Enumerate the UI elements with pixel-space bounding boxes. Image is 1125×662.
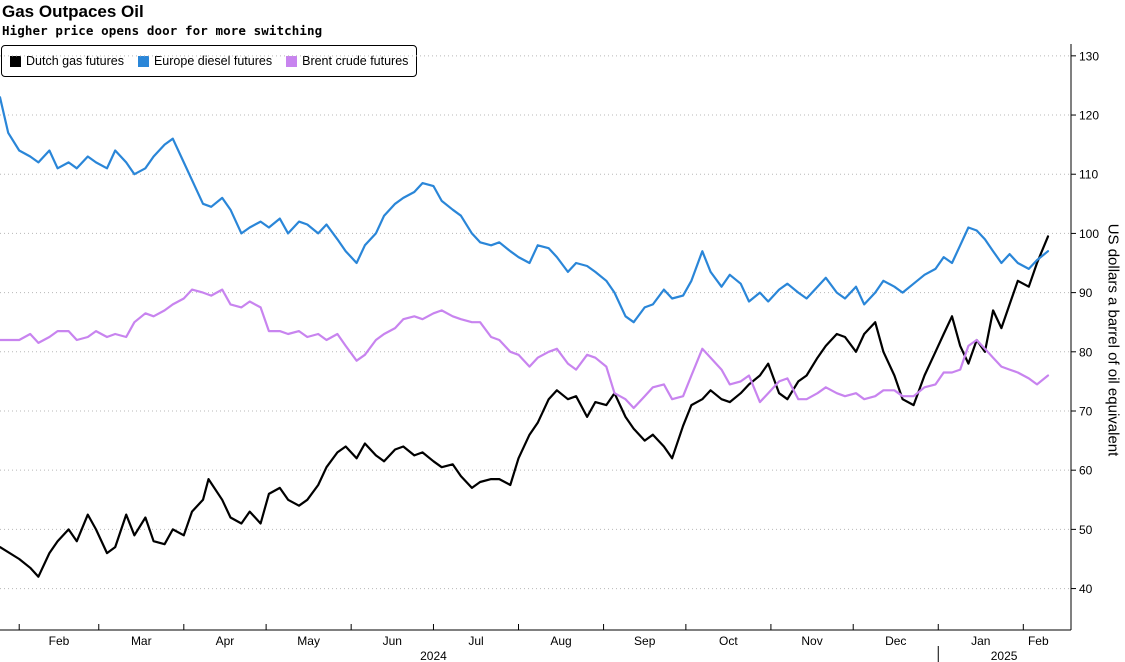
y-tick-label-90: 90 [1079, 286, 1093, 300]
x-month-label-3: May [297, 634, 320, 648]
chart-subtitle: Higher price opens door for more switchi… [2, 23, 323, 38]
y-tick-label-60: 60 [1079, 464, 1093, 478]
y-tick-label-40: 40 [1079, 582, 1093, 596]
brent-crude-line [0, 288, 1050, 410]
chart-title: Gas Outpaces Oil [2, 2, 144, 21]
x-month-label-9: Nov [801, 634, 822, 648]
legend-label-brent-crude: Brent crude futures [302, 54, 409, 68]
legend-label-europe-diesel: Europe diesel futures [153, 54, 273, 68]
x-year-label-1: 2025 [991, 649, 1018, 662]
legend-item-europe-diesel: Europe diesel futures [137, 54, 273, 68]
legend-swatch-europe-diesel [137, 55, 149, 67]
y-tick-label-120: 120 [1079, 109, 1099, 123]
x-month-label-1: Mar [131, 634, 152, 648]
legend-item-dutch-gas: Dutch gas futures [10, 54, 124, 68]
x-month-label-5: Jul [468, 634, 483, 648]
x-month-label-0: Feb [49, 634, 70, 648]
y-tick-label-80: 80 [1079, 345, 1093, 359]
y-axis-label: US dollars a barrel of oil equivalent [1104, 223, 1122, 457]
x-month-label-12: Feb [1028, 634, 1049, 648]
x-year-label-0: 2024 [420, 649, 447, 662]
dutch-gas-line [0, 235, 1050, 578]
x-month-label-11: Jan [971, 634, 990, 648]
y-tick-label-70: 70 [1079, 404, 1093, 418]
y-tick-label-100: 100 [1079, 227, 1099, 241]
x-month-label-6: Aug [550, 634, 571, 648]
chart-legend: Dutch gas futures Europe diesel futures … [1, 45, 418, 77]
legend-label-dutch-gas: Dutch gas futures [26, 54, 124, 68]
y-tick-label-50: 50 [1079, 523, 1093, 537]
x-month-label-10: Dec [885, 634, 906, 648]
y-tick-label-130: 130 [1079, 49, 1099, 63]
x-month-label-7: Sep [634, 634, 656, 648]
legend-swatch-brent-crude [286, 55, 298, 67]
legend-swatch-dutch-gas [10, 55, 21, 67]
europe-diesel-line [0, 96, 1050, 324]
x-month-label-8: Oct [719, 634, 738, 648]
y-tick-label-110: 110 [1079, 168, 1098, 182]
x-month-label-4: Jun [383, 634, 402, 648]
x-month-label-2: Apr [216, 634, 235, 648]
legend-item-brent-crude: Brent crude futures [286, 54, 408, 68]
